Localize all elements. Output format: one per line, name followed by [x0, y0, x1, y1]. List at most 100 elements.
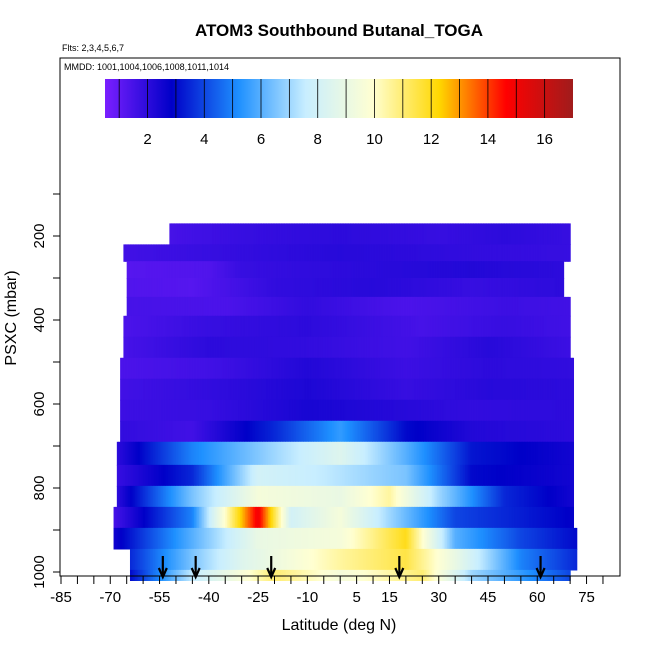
heatmap-cell	[397, 261, 400, 279]
heatmap-cell	[540, 261, 543, 279]
heatmap-cell	[240, 399, 243, 422]
heatmap-cell	[141, 336, 144, 359]
heatmap-cell	[361, 261, 364, 279]
heatmap-cell	[217, 378, 220, 401]
heatmap-cell	[404, 548, 407, 571]
heatmap-cell	[394, 336, 397, 359]
heatmap-cell	[238, 506, 241, 529]
heatmap-cell	[328, 315, 331, 338]
heatmap-cell	[524, 485, 527, 508]
heatmap-cell	[328, 464, 331, 487]
heatmap-cell	[161, 485, 164, 508]
heatmap-cell	[363, 296, 366, 317]
heatmap-cell	[302, 506, 305, 529]
heatmap-cell	[423, 315, 427, 338]
heatmap-cell	[371, 441, 374, 466]
heatmap-cell	[172, 464, 175, 487]
heatmap-cell	[361, 485, 364, 508]
heatmap-cell	[543, 296, 547, 317]
heatmap-cell	[249, 506, 253, 529]
heatmap-cell	[547, 278, 550, 298]
heatmap-cell	[423, 569, 427, 581]
heatmap-cell	[264, 485, 267, 508]
heatmap-cell	[540, 420, 543, 443]
heatmap-cell	[200, 464, 203, 487]
heatmap-cell	[568, 420, 571, 443]
heatmap-cell	[348, 527, 351, 550]
heatmap-cell	[366, 223, 369, 245]
heatmap-cell	[263, 527, 266, 550]
heatmap-cell	[537, 420, 540, 443]
heatmap-cell	[246, 548, 249, 571]
heatmap-cell	[343, 357, 346, 380]
heatmap-cell	[125, 315, 128, 338]
heatmap-cell	[148, 296, 151, 317]
heatmap-cell	[496, 357, 499, 380]
heatmap-cell	[507, 464, 510, 487]
heatmap-cell	[387, 441, 391, 466]
heatmap-cell	[533, 485, 537, 508]
heatmap-cell	[374, 336, 377, 359]
heatmap-cell	[254, 378, 258, 401]
heatmap-cell	[330, 296, 333, 317]
heatmap-cell	[128, 506, 131, 529]
heatmap-cell	[157, 315, 161, 338]
heatmap-cell	[138, 296, 141, 317]
heatmap-cell	[358, 527, 361, 550]
heatmap-cell	[373, 223, 376, 245]
heatmap-cell	[412, 261, 415, 279]
heatmap-cell	[377, 399, 381, 422]
heatmap-cell	[356, 569, 359, 581]
heatmap-cell	[267, 223, 271, 245]
heatmap-cell	[248, 506, 251, 529]
heatmap-cell	[228, 506, 231, 529]
heatmap-cell	[366, 464, 369, 487]
heatmap-cell	[417, 336, 420, 359]
heatmap-cell	[171, 315, 174, 338]
heatmap-cell	[258, 357, 261, 380]
heatmap-cell	[149, 244, 152, 262]
heatmap-cell	[230, 296, 233, 317]
heatmap-cell	[351, 244, 354, 262]
heatmap-cell	[230, 399, 233, 422]
heatmap-cell	[212, 378, 215, 401]
heatmap-cell	[282, 548, 285, 571]
heatmap-cell	[351, 441, 354, 466]
heatmap-cell	[351, 223, 354, 245]
heatmap-cell	[517, 548, 520, 571]
heatmap-cell	[345, 527, 348, 550]
heatmap-cell	[550, 223, 553, 245]
heatmap-cell	[565, 399, 568, 422]
heatmap-cell	[195, 315, 198, 338]
heatmap-cell	[419, 506, 422, 529]
heatmap-cell	[274, 464, 277, 487]
heatmap-cell	[134, 527, 138, 550]
heatmap-cell	[148, 527, 151, 550]
heatmap-cell	[363, 506, 366, 529]
heatmap-cell	[369, 278, 372, 298]
heatmap-cell	[182, 315, 185, 338]
heatmap-cell	[171, 506, 174, 529]
heatmap-cell	[354, 420, 358, 443]
heatmap-cell	[509, 278, 512, 298]
heatmap-cell	[198, 506, 202, 529]
heatmap-cell	[570, 357, 573, 380]
heatmap-cell	[387, 244, 391, 262]
heatmap-cell	[440, 244, 443, 262]
heatmap-cell	[323, 296, 327, 317]
heatmap-cell	[404, 244, 407, 262]
heatmap-cell	[499, 441, 502, 466]
heatmap-cell	[511, 399, 514, 422]
heatmap-cell	[172, 378, 175, 401]
heatmap-cell	[377, 261, 381, 279]
heatmap-cell	[146, 527, 149, 550]
heatmap-cell	[189, 315, 192, 338]
heatmap-cell	[331, 357, 335, 380]
heatmap-cell	[465, 315, 468, 338]
heatmap-cell	[361, 548, 364, 571]
heatmap-cell	[371, 527, 374, 550]
heatmap-cell	[504, 399, 507, 422]
heatmap-cell	[133, 278, 136, 298]
heatmap-cell	[177, 569, 180, 581]
heatmap-cell	[428, 315, 432, 338]
